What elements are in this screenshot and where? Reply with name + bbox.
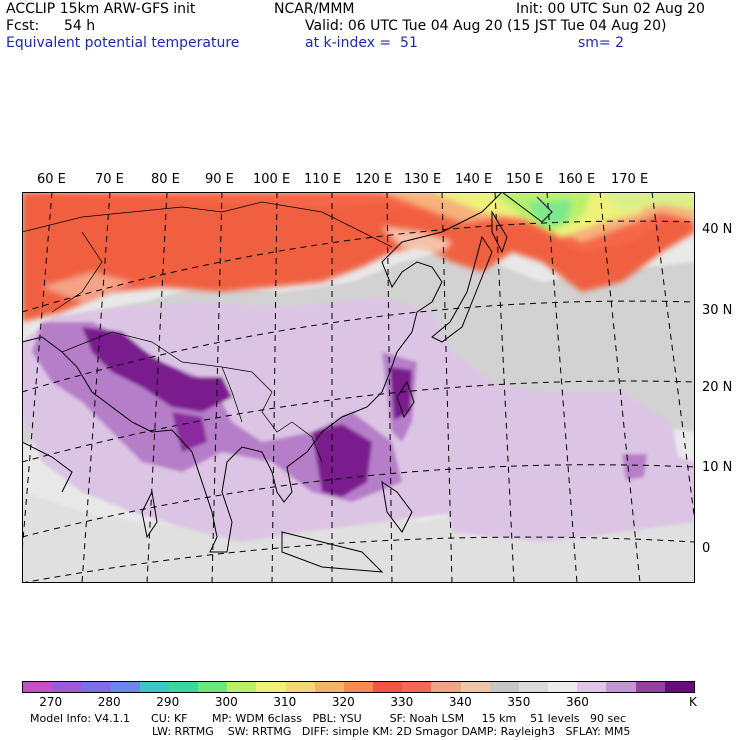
field-name: Equivalent potential temperature xyxy=(6,35,240,51)
lon-label: 170 E xyxy=(611,172,649,187)
colorbar-swatch xyxy=(489,682,519,692)
lon-label: 100 E xyxy=(253,172,291,187)
center-label: NCAR/MMM xyxy=(274,1,355,17)
lon-label: 150 E xyxy=(506,172,544,187)
fcst-label: Fcst: xyxy=(6,18,40,34)
coastlines xyxy=(22,192,553,573)
colorbar-unit: K xyxy=(689,695,697,709)
init-time: Init: 00 UTC Sun 02 Aug 20 xyxy=(516,1,705,17)
lon-label: 140 E xyxy=(455,172,493,187)
smooth-label: sm= 2 xyxy=(578,35,625,51)
map-frame xyxy=(22,192,695,583)
colorbar-tick-label: 350 xyxy=(507,695,531,709)
lat-label: 20 N xyxy=(702,380,733,395)
colorbar-swatch xyxy=(256,682,286,692)
colorbar-swatch xyxy=(139,682,169,692)
model-info-line1: Model Info: V4.1.1 CU: KF MP: WDM 6class… xyxy=(30,712,627,725)
lon-label: 120 E xyxy=(355,172,393,187)
colorbar-tick-label: 270 xyxy=(39,695,63,709)
colorbar-swatch xyxy=(314,682,344,692)
lat-label: 10 N xyxy=(702,460,733,475)
colorbar-tick-label: 320 xyxy=(331,695,355,709)
colorbar-swatch xyxy=(460,682,490,692)
colorbar-swatch xyxy=(577,682,607,692)
colorbar-swatch xyxy=(285,682,315,692)
lat-label: 0 xyxy=(702,541,711,556)
lon-label: 130 E xyxy=(404,172,442,187)
fcst-value: 54 h xyxy=(64,18,96,34)
level-label: at k-index = 51 xyxy=(305,35,418,51)
lon-label: 60 E xyxy=(37,172,66,187)
colorbar-swatch xyxy=(373,682,403,692)
colorbar-tick-label: 290 xyxy=(156,695,180,709)
field-patches xyxy=(22,252,695,583)
colorbar-swatch xyxy=(518,682,549,692)
colorbar-swatch xyxy=(431,682,461,692)
warm-band xyxy=(22,192,695,322)
colorbar-tick-label: 360 xyxy=(565,695,589,709)
lon-label: 110 E xyxy=(304,172,342,187)
lon-label: 80 E xyxy=(151,172,180,187)
colorbar-swatch xyxy=(52,682,82,692)
colorbar-swatch xyxy=(227,682,257,692)
map-panel xyxy=(22,192,695,583)
model-info-line2: LW: RRTMG SW: RRTMG DIFF: simple KM: 2D … xyxy=(152,725,631,738)
colorbar-swatch xyxy=(548,682,578,692)
lon-label: 90 E xyxy=(205,172,234,187)
colorbar-swatch xyxy=(664,682,694,692)
colorbar-swatch xyxy=(198,682,228,692)
colorbar-tick-label: 330 xyxy=(390,695,414,709)
colorbar-tick-label: 300 xyxy=(214,695,238,709)
borders xyxy=(22,201,393,463)
plot-title: ACCLIP 15km ARW-GFS init xyxy=(6,1,196,17)
graticule xyxy=(22,192,695,583)
colorbar-swatch xyxy=(343,682,374,692)
colorbar-swatch xyxy=(81,682,111,692)
colorbar-swatch xyxy=(635,682,665,692)
colorbar-swatch xyxy=(606,682,636,692)
colorbar xyxy=(22,681,695,693)
colorbar-tick-label: 310 xyxy=(273,695,297,709)
valid-time: Valid: 06 UTC Tue 04 Aug 20 (15 JST Tue … xyxy=(305,18,667,34)
colorbar-swatch xyxy=(110,682,140,692)
lat-label: 30 N xyxy=(702,303,733,318)
colorbar-tick-label: 340 xyxy=(448,695,472,709)
lon-label: 160 E xyxy=(558,172,596,187)
colorbar-swatch xyxy=(23,682,53,692)
colorbar-tick-label: 280 xyxy=(97,695,121,709)
lat-label: 40 N xyxy=(702,222,733,237)
lon-label: 70 E xyxy=(95,172,124,187)
colorbar-swatch xyxy=(168,682,199,692)
colorbar-swatch xyxy=(402,682,432,692)
